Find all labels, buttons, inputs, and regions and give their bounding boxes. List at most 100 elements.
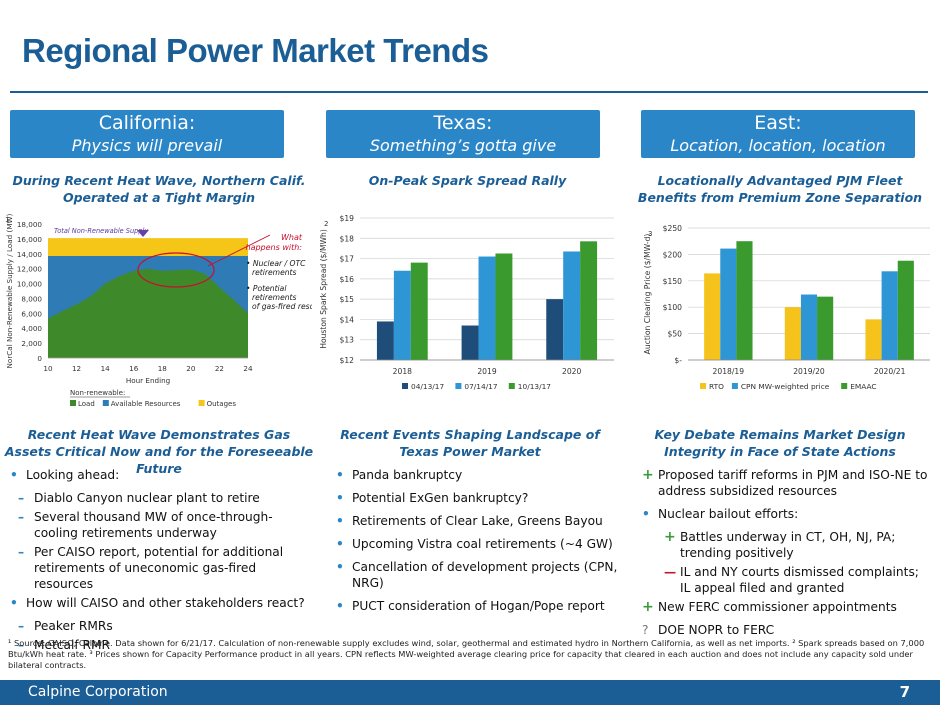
list-item-text: New FERC commissioner appointments xyxy=(658,600,897,614)
list-item-text: Panda bankruptcy xyxy=(352,468,463,482)
footnote: ¹ Source: CAISO, Calpine. Data shown for… xyxy=(8,638,925,670)
region-box-california: California: Physics will prevail xyxy=(10,110,284,158)
list-item: • How will CAISO and other stakeholders r… xyxy=(10,595,312,611)
y-tick-label: $17 xyxy=(340,255,355,264)
bar xyxy=(800,294,818,360)
total-supply-label: Total Non-Renewable Supply xyxy=(54,227,148,235)
legend-swatch xyxy=(841,383,848,389)
region-name: East: xyxy=(754,112,802,134)
legend-swatch xyxy=(731,383,738,389)
bar xyxy=(897,260,914,360)
x-tick-label: 2018/19 xyxy=(713,367,745,376)
y-axis-footnote-marker: 1 xyxy=(5,216,9,224)
legend-label: RTO xyxy=(709,382,724,391)
highlight-ellipse xyxy=(137,252,215,288)
list-item-text: Nuclear bailout efforts: xyxy=(658,507,799,521)
bar xyxy=(736,241,753,360)
x-tick-label: 16 xyxy=(129,364,139,373)
y-tick-label: $13 xyxy=(340,336,355,345)
annotation-item: retirements xyxy=(252,268,297,277)
list-item: • Potential ExGen bankruptcy? xyxy=(336,490,626,506)
legend-swatch xyxy=(700,383,706,389)
bullet-icon: • xyxy=(642,507,650,521)
bar xyxy=(546,299,564,360)
bullet-icon: • xyxy=(336,560,344,574)
list-item-text: Potential ExGen bankruptcy? xyxy=(352,491,529,505)
bar xyxy=(817,296,834,360)
question-icon: ? xyxy=(642,623,649,637)
chart-title-texas: On-Peak Spark Spread Rally xyxy=(368,173,567,188)
y-tick-label: 0 xyxy=(37,354,42,363)
list-item-text: Metcalf RMR xyxy=(34,638,110,652)
list-item: – Several thousand MW of once-through-coo… xyxy=(18,509,312,541)
x-tick-label: 2019 xyxy=(477,367,496,376)
dash-icon: – xyxy=(18,619,25,633)
list-item: • Upcoming Vistra coal retirements (~4 GW… xyxy=(336,536,626,552)
x-tick-label: 24 xyxy=(243,364,253,373)
y-tick-label: 2,000 xyxy=(21,339,42,348)
chart-title-california: During Recent Heat Wave, Northern Calif.… xyxy=(12,173,306,205)
list-item-text: IL and NY courts dismissed complaints; I… xyxy=(680,565,919,595)
bar xyxy=(410,262,428,360)
legend-label: CPN MW-weighted price xyxy=(741,382,830,391)
bar xyxy=(704,273,721,360)
list-item-text: Battles underway in CT, OH, NJ, PA; tren… xyxy=(680,530,896,560)
y-axis-title: Auction Clearing Price ($/MW-d) xyxy=(643,234,652,355)
x-tick-label: 2020 xyxy=(562,367,581,376)
y-tick-label: $15 xyxy=(340,295,355,304)
region-subtitle: Location, location, location xyxy=(670,136,886,155)
y-tick-label: 4,000 xyxy=(21,324,42,333)
y-axis-title: NorCal Non-Renewable Supply / Load (MW) xyxy=(5,213,14,368)
bar xyxy=(376,321,394,360)
bar xyxy=(478,256,496,360)
section-title-east: Key Debate Remains Market Design Integri… xyxy=(654,427,906,459)
list-item-text: Cancellation of development projects (CP… xyxy=(352,560,618,590)
legend-swatch xyxy=(70,400,76,406)
y-tick-label: $250 xyxy=(663,224,682,233)
nonrenewable-label: Non-renewable: xyxy=(70,389,125,397)
bar xyxy=(720,248,737,360)
legend-label: 04/13/17 xyxy=(411,382,444,391)
east-bullet-list: + Proposed tariff reforms in PJM and ISO-… xyxy=(642,467,932,645)
dash-icon: – xyxy=(18,638,25,652)
x-tick-label: 2018 xyxy=(393,367,412,376)
legend-swatch xyxy=(402,383,408,389)
list-item-text: Proposed tariff reforms in PJM and ISO-N… xyxy=(658,468,928,498)
legend-label: 10/13/17 xyxy=(518,382,551,391)
legend-swatch xyxy=(102,400,109,406)
y-tick-label: 16,000 xyxy=(17,235,43,244)
y-tick-label: $14 xyxy=(340,315,355,324)
legend-label: EMAAC xyxy=(850,382,876,391)
plus-icon: + xyxy=(664,529,676,545)
legend-swatch xyxy=(455,383,462,389)
list-item-text: Diablo Canyon nuclear plant to retire xyxy=(34,491,260,505)
legend-swatch xyxy=(508,383,515,389)
list-item: • Nuclear bailout efforts: xyxy=(642,506,932,522)
page-number: 7 xyxy=(899,683,910,701)
chart-title-east: Locationally Advantaged PJM Fleet Benefi… xyxy=(637,173,923,205)
y-tick-label: $12 xyxy=(340,356,355,365)
x-axis-title: Hour Ending xyxy=(126,376,170,385)
y-tick-label: $50 xyxy=(668,330,683,339)
callout-line xyxy=(207,234,271,267)
list-item: + Battles underway in CT, OH, NJ, PA; tre… xyxy=(664,529,932,561)
minus-icon: — xyxy=(664,565,677,579)
list-item-text: How will CAISO and other stakeholders re… xyxy=(26,596,305,610)
x-tick-label: 14 xyxy=(101,364,111,373)
y-tick-label: $200 xyxy=(663,250,682,259)
dash-icon: – xyxy=(18,545,25,559)
total-supply-marker-icon xyxy=(137,230,149,237)
list-item: • Retirements of Clear Lake, Greens Bayou xyxy=(336,513,626,529)
bar xyxy=(563,251,581,360)
slide-title: Regional Power Market Trends xyxy=(22,32,489,69)
list-item: • Looking ahead: xyxy=(10,467,312,483)
list-item-text: Peaker RMRs xyxy=(34,619,113,633)
y-tick-label: $100 xyxy=(663,303,682,312)
section-title-california: Recent Heat Wave Demonstrates Gas Assets… xyxy=(4,427,314,476)
bar xyxy=(393,270,411,360)
region-name: Texas: xyxy=(433,112,493,134)
legend-swatch xyxy=(198,400,205,406)
annotation-item: • Nuclear / OTC xyxy=(246,259,306,268)
bar xyxy=(461,325,479,360)
texas-spark-spread-chart: $12 $13 $14 $15 $16 $17 $18 $19 2018 2019 2020 Hous… xyxy=(319,214,614,391)
